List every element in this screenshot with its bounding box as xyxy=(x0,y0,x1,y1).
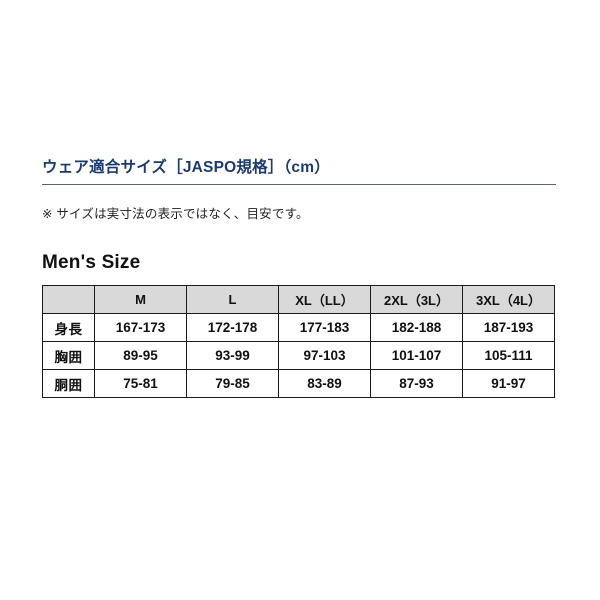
table-row: 身長 167-173 172-178 177-183 182-188 187-1… xyxy=(42,313,555,342)
size-disclaimer-note: ※ サイズは実寸法の表示ではなく、目安です。 xyxy=(42,207,309,221)
cell-height-xl: 177-183 xyxy=(278,313,371,342)
table-header-l: L xyxy=(186,285,279,314)
table-header-3xl: 3XL（4L） xyxy=(462,285,555,314)
table-row: 胸囲 89-95 93-99 97-103 101-107 105-111 xyxy=(42,341,555,370)
cell-waist-3xl: 91-97 xyxy=(462,369,555,398)
table-header-corner xyxy=(42,285,95,314)
cell-chest-2xl: 101-107 xyxy=(370,341,463,370)
size-table-container: M L XL（LL） 2XL（3L） 3XL（4L） 身長 167-173 17… xyxy=(42,285,555,398)
cell-chest-l: 93-99 xyxy=(186,341,279,370)
size-table-body: 身長 167-173 172-178 177-183 182-188 187-1… xyxy=(42,313,555,398)
row-label-chest: 胸囲 xyxy=(42,341,95,370)
table-heading-mens-size: Men's Size xyxy=(42,252,141,273)
mens-size-table: M L XL（LL） 2XL（3L） 3XL（4L） 身長 167-173 17… xyxy=(42,285,555,398)
cell-chest-m: 89-95 xyxy=(94,341,187,370)
row-label-height: 身長 xyxy=(42,313,95,342)
table-row: 胴囲 75-81 79-85 83-89 87-93 91-97 xyxy=(42,369,555,398)
table-header-2xl: 2XL（3L） xyxy=(370,285,463,314)
cell-height-2xl: 182-188 xyxy=(370,313,463,342)
cell-height-l: 172-178 xyxy=(186,313,279,342)
size-table-head: M L XL（LL） 2XL（3L） 3XL（4L） xyxy=(42,285,555,314)
cell-height-m: 167-173 xyxy=(94,313,187,342)
cell-waist-m: 75-81 xyxy=(94,369,187,398)
cell-height-3xl: 187-193 xyxy=(462,313,555,342)
cell-waist-l: 79-85 xyxy=(186,369,279,398)
cell-waist-2xl: 87-93 xyxy=(370,369,463,398)
table-header-m: M xyxy=(94,285,187,314)
section-title: ウェア適合サイズ［JASPO規格］（cm） xyxy=(42,159,330,176)
cell-waist-xl: 83-89 xyxy=(278,369,371,398)
table-header-xl: XL（LL） xyxy=(278,285,371,314)
title-divider xyxy=(42,184,556,185)
row-label-waist: 胴囲 xyxy=(42,369,95,398)
cell-chest-xl: 97-103 xyxy=(278,341,371,370)
cell-chest-3xl: 105-111 xyxy=(462,341,555,370)
table-header-row: M L XL（LL） 2XL（3L） 3XL（4L） xyxy=(42,285,555,314)
